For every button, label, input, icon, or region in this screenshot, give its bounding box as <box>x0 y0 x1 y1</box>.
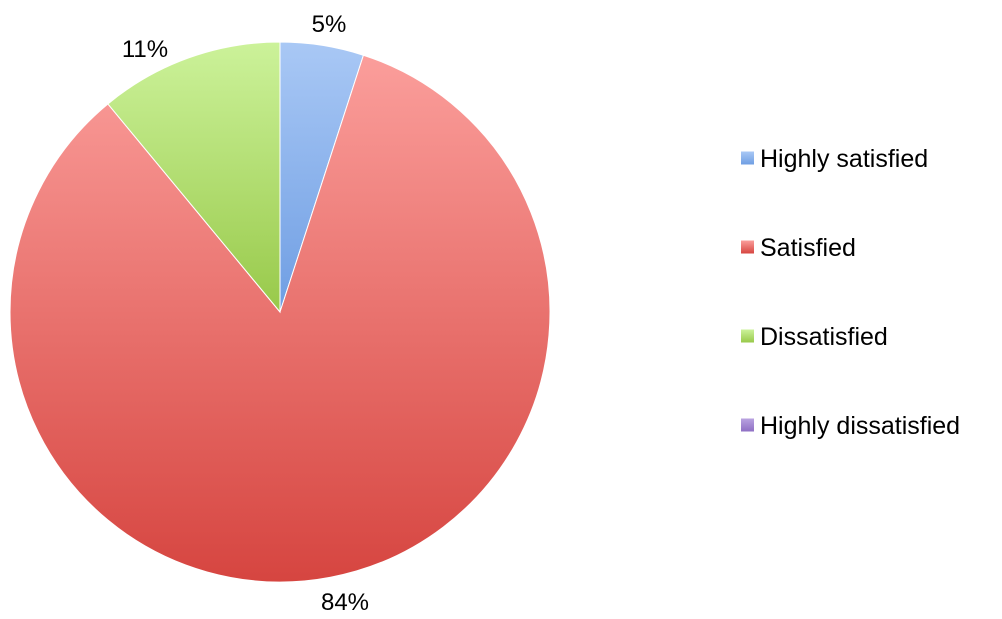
legend-label-satisfied: Satisfied <box>760 234 856 262</box>
legend-item-dissatisfied: Dissatisfied <box>741 323 888 351</box>
legend-label-dissatisfied: Dissatisfied <box>760 323 888 351</box>
legend-item-highly-satisfied: Highly satisfied <box>741 145 928 173</box>
slice-label-satisfied: 84% <box>321 589 369 616</box>
pie-slice-dissatisfied <box>107 41 281 314</box>
legend: Highly satisfied Satisfied Dissatisfied Hig… <box>741 145 960 440</box>
legend-swatch-highly-dissatisfied <box>741 418 754 432</box>
legend-swatch-dissatisfied <box>741 329 754 343</box>
legend-swatch-satisfied <box>741 240 754 254</box>
legend-swatch-highly-satisfied <box>741 151 754 165</box>
pie-slice-labels: 5% 84% 11% <box>122 11 369 616</box>
slice-label-highly-satisfied: 5% <box>312 11 347 38</box>
legend-item-highly-dissatisfied: Highly dissatisfied <box>741 412 960 440</box>
legend-label-highly-satisfied: Highly satisfied <box>760 145 928 173</box>
pie-slice-satisfied <box>9 54 551 583</box>
pie-slices <box>9 41 551 583</box>
legend-label-highly-dissatisfied: Highly dissatisfied <box>760 412 960 440</box>
legend-item-satisfied: Satisfied <box>741 234 856 262</box>
slice-label-dissatisfied: 11% <box>122 36 168 63</box>
